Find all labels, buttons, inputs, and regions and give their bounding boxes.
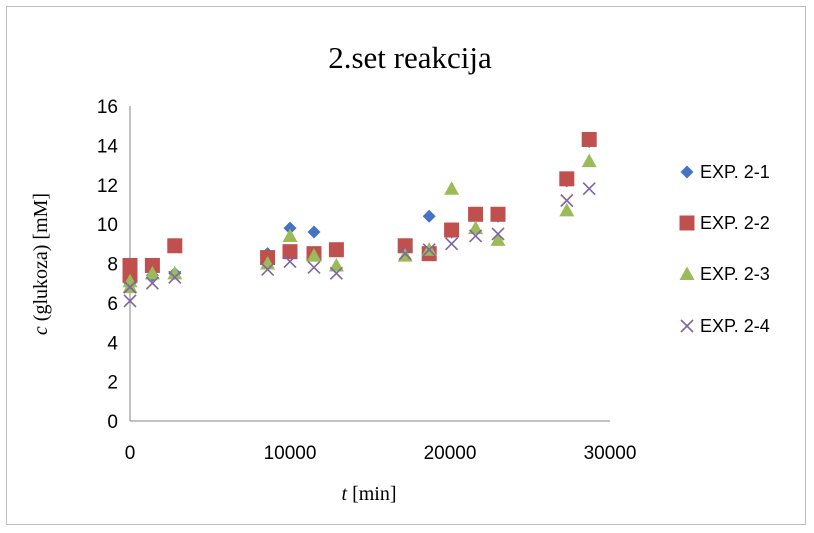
data-point: [398, 247, 412, 261]
data-point: [122, 257, 138, 273]
data-point: [491, 227, 505, 241]
y-tick-label: 8: [107, 255, 118, 276]
data-point: [123, 294, 137, 308]
data-point: [559, 171, 575, 187]
y-tick-label: 16: [97, 97, 118, 118]
data-point: [144, 265, 160, 280]
data-point: [261, 262, 275, 276]
series-2: [122, 131, 597, 283]
y-tick-label: 0: [107, 412, 118, 433]
data-point: [469, 229, 483, 243]
x-tick-label: 0: [125, 443, 136, 464]
x-tick-label: 20000: [424, 443, 477, 464]
data-point: [582, 182, 596, 196]
legend-label: EXP. 2-2: [700, 213, 770, 233]
y-tick-label: 6: [107, 294, 118, 315]
legend-marker: [680, 319, 694, 333]
data-point: [144, 257, 160, 273]
x-axis-label-unit: [min]: [347, 483, 396, 505]
legend-item: EXP. 2-3: [679, 264, 770, 284]
legend: EXP. 2-1 EXP. 2-2 EXP. 2-3 EXP. 2-4: [679, 162, 770, 336]
data-point: [490, 206, 506, 222]
x-tick-label: 10000: [264, 443, 317, 464]
legend-marker: [679, 215, 695, 231]
data-point: [328, 257, 344, 272]
data-point: [490, 232, 506, 246]
data-point: [123, 280, 137, 294]
x-axis-label-symbol: t: [342, 483, 348, 505]
data-point: [329, 266, 343, 280]
y-tick-label: 14: [97, 136, 119, 157]
data-point: [559, 202, 575, 217]
legend-item: EXP. 2-1: [680, 162, 770, 182]
legend-label: EXP. 2-4: [700, 316, 770, 336]
data-point: [282, 228, 298, 242]
data-point: [282, 244, 298, 260]
y-tick-label: 4: [107, 333, 118, 354]
chart-frame: [6, 6, 806, 525]
x-tick-labels: 0 10000 20000 30000: [125, 443, 637, 464]
y-axis-label-unit: (glukoza) [mM]: [30, 193, 52, 326]
series-3: [122, 153, 597, 294]
data-point: [145, 276, 159, 290]
data-point: [307, 260, 321, 275]
legend-label: EXP. 2-1: [700, 162, 770, 182]
y-tick-label: 12: [97, 176, 118, 197]
data-point: [560, 193, 574, 208]
data-point: [168, 270, 182, 284]
data-point: [445, 237, 459, 251]
legend-item: EXP. 2-2: [679, 213, 770, 233]
data-point: [328, 242, 344, 258]
data-point: [468, 220, 484, 235]
data-point: [444, 222, 460, 238]
data-point: [468, 206, 484, 222]
data-point: [167, 238, 183, 254]
chart-title: 2.set reakcija: [328, 40, 492, 75]
x-axis-label: t [min]: [342, 483, 397, 505]
data-point: [283, 254, 297, 269]
legend-marker: [679, 266, 695, 280]
data-point: [306, 248, 322, 262]
legend-item: EXP. 2-4: [680, 316, 770, 336]
data-point: [283, 221, 297, 235]
legend-marker: [680, 165, 694, 179]
data-points: [122, 131, 597, 308]
series-4: [123, 182, 596, 308]
data-point: [167, 265, 183, 280]
x-tick-label: 30000: [584, 443, 637, 464]
data-point: [422, 209, 436, 223]
data-point: [307, 225, 321, 239]
data-point: [444, 181, 460, 195]
data-point: [581, 153, 597, 168]
y-tick-labels: 0 2 4 6 8 10 12 14 16: [97, 97, 119, 433]
data-point: [581, 131, 597, 147]
axes: [129, 106, 610, 422]
y-tick-label: 2: [107, 373, 118, 394]
series-1: [123, 134, 596, 290]
legend-label: EXP. 2-3: [700, 264, 770, 284]
y-axis-label-symbol: c: [30, 326, 52, 335]
y-axis-label: c (glukoza) [mM]: [30, 193, 52, 335]
y-tick-label: 10: [97, 215, 118, 236]
data-point: [422, 243, 436, 257]
